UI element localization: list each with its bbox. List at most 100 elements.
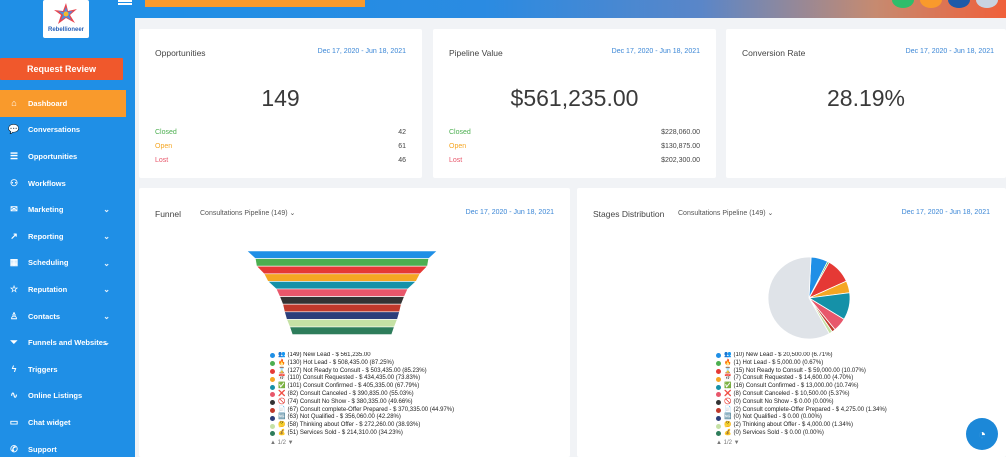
funnel-layer-not-qualified[interactable] (284, 311, 400, 320)
funnel-layer-not-ready-to-consult[interactable] (255, 265, 429, 275)
date-range[interactable]: Dec 17, 2020 - Jun 18, 2021 (901, 209, 990, 216)
legend-item[interactable]: 📄 (2) Consult complete-Offer Prepared - $… (716, 407, 956, 415)
legend-swatch (270, 376, 275, 382)
next-page-icon[interactable]: ▼ (287, 440, 294, 446)
funnel-layer-consult-requested[interactable] (263, 273, 421, 282)
legend-item[interactable]: 🤔 (2) Thinking about Offer - $ 4,000.00 (… (716, 422, 956, 430)
legend-swatch (716, 376, 721, 382)
stat-row: Lost 46 (155, 157, 406, 164)
chevron-down-icon: ⌄ (103, 231, 110, 241)
funnel-card: Funnel Consultations Pipeline (149) ⌄ De… (139, 188, 570, 457)
card-title: Opportunities (155, 48, 206, 58)
pipeline-select-value: Consultations Pipeline (149) (678, 210, 766, 217)
legend-label: (67) Consult complete-Offer Prepared - $… (287, 406, 455, 413)
pipeline-select[interactable]: Consultations Pipeline (149) ⌄ (200, 209, 295, 217)
sidebar-item-conversations[interactable]: 💬 Conversations (0, 117, 126, 144)
filter-list-icon: ☰ (9, 150, 19, 161)
prev-page-icon[interactable]: ▲ (270, 440, 276, 446)
legend-item[interactable]: 🆖 (63) Not Qualified - $ 356,060.00 (42.2… (270, 414, 500, 422)
legend-item[interactable]: 💰 (51) Services Sold - $ 214,310.00 (34.2… (270, 430, 500, 438)
legend-item[interactable]: ⌛ (15) Not Ready to Consult - $ 59,000.00… (716, 368, 956, 376)
logo-star-icon (54, 3, 77, 24)
user-avatar[interactable] (976, 0, 998, 8)
lost-value: $202,300.00 (661, 157, 700, 164)
legend-pager[interactable]: ▲ 1/2 ▼ (716, 440, 740, 446)
sidebar-item-triggers[interactable]: ϟ Triggers (0, 356, 126, 383)
sidebar-item-contacts[interactable]: ♙ Contacts ⌄ (0, 303, 126, 330)
next-page-icon[interactable]: ▼ (733, 440, 740, 446)
sidebar-item-opportunities[interactable]: ☰ Opportunities (0, 143, 126, 170)
date-range[interactable]: Dec 17, 2020 - Jun 18, 2021 (611, 48, 700, 55)
sidebar-item-reputation[interactable]: ☆ Reputation ⌄ (0, 276, 126, 303)
sidebar-item-scheduling[interactable]: ▦ Scheduling ⌄ (0, 250, 126, 277)
prev-page-icon[interactable]: ▲ (716, 440, 722, 446)
pipeline-value-card: Pipeline Value Dec 17, 2020 - Jun 18, 20… (433, 29, 716, 178)
sidebar-item-label: Opportunities (28, 151, 78, 161)
legend-item[interactable]: 👥 (149) New Lead - $ 561,235.00 (270, 352, 500, 360)
legend-item[interactable]: ✅ (16) Consult Confirmed - $ 13,000.00 (1… (716, 383, 956, 391)
legend-item[interactable]: 🔥 (130) Hot Lead - $ 508,435.00 (87.25%) (270, 360, 500, 368)
legend-label: (51) Services Sold - $ 214,310.00 (34.23… (287, 429, 403, 436)
request-review-button[interactable]: Request Review (0, 58, 123, 80)
legend-label: (7) Consult Requested - $ 14,600.00 (4.7… (733, 375, 854, 382)
top-notice-banner[interactable] (145, 0, 365, 7)
legend-pager[interactable]: ▲ 1/2 ▼ (270, 440, 294, 446)
brand-name: Rebellioneer (47, 27, 84, 33)
brand-logo[interactable]: Rebellioneer (43, 0, 89, 38)
sidebar-item-chat-widget[interactable]: ▭ Chat widget (0, 409, 126, 436)
menu-toggle-icon[interactable] (118, 0, 132, 5)
sidebar-item-online-listings[interactable]: ∿ Online Listings (0, 383, 126, 410)
stage-emoji-icon: 🔥 (724, 359, 732, 366)
sidebar-item-label: Online Listings (28, 391, 83, 401)
legend-item[interactable]: ✅ (101) Consult Confirmed - $ 405,335.00 … (270, 383, 500, 391)
legend-item[interactable]: ❌ (8) Consult Canceled - $ 10,500.00 (5.3… (716, 391, 956, 399)
funnel-layer-services-sold[interactable] (289, 326, 395, 335)
legend-label: (10) New Lead - $ 20,500.00 (6.71%) (733, 352, 833, 358)
sidebar-item-marketing[interactable]: ✉ Marketing ⌄ (0, 196, 126, 223)
quick-action-orange-icon[interactable] (920, 0, 942, 8)
pie-slice-other[interactable] (767, 256, 830, 340)
sidebar-item-dashboard[interactable]: ⌂ Dashboard (0, 90, 126, 117)
funnel-layer-consult-canceled[interactable] (275, 288, 409, 297)
stage-emoji-icon: 📄 (724, 406, 732, 413)
legend-label: (2) Consult complete-Offer Prepared - $ … (733, 406, 887, 413)
legend-label: (16) Consult Confirmed - $ 13,000.00 (10… (733, 383, 859, 390)
funnel-layer-consult-confirmed[interactable] (267, 281, 417, 290)
funnel-layer-hot-lead[interactable] (254, 258, 430, 267)
sidebar-item-label: Scheduling (28, 258, 69, 268)
star-icon: ☆ (9, 283, 19, 294)
funnel-layer-new-lead[interactable] (246, 250, 438, 259)
legend-item[interactable]: 📅 (7) Consult Requested - $ 14,600.00 (4.… (716, 375, 956, 383)
date-range[interactable]: Dec 17, 2020 - Jun 18, 2021 (905, 48, 994, 55)
sidebar-item-funnels-and-websites[interactable]: ⏷ Funnels and Websites ⌄ (0, 329, 126, 356)
sidebar-item-reporting[interactable]: ↗ Reporting ⌄ (0, 223, 126, 250)
stat-row: Open 61 (155, 143, 406, 150)
pipeline-select[interactable]: Consultations Pipeline (149) ⌄ (678, 209, 773, 217)
top-bar-actions (892, 0, 998, 8)
funnel-layer-thinking-about-offer[interactable] (286, 319, 398, 328)
date-range[interactable]: Dec 17, 2020 - Jun 18, 2021 (317, 48, 406, 55)
legend-item[interactable]: 👥 (10) New Lead - $ 20,500.00 (6.71%) (716, 352, 956, 360)
legend-item[interactable]: 📄 (67) Consult complete-Offer Prepared - … (270, 407, 500, 415)
legend-item[interactable]: ❌ (82) Consult Canceled - $ 390,835.00 (5… (270, 391, 500, 399)
quick-action-green-icon[interactable] (892, 0, 914, 8)
legend-item[interactable]: 🔥 (1) Hot Lead - $ 5,000.00 (0.67%) (716, 360, 956, 368)
help-chat-icon[interactable]: ◔ (966, 418, 998, 450)
funnel-layer-consult-no-show[interactable] (279, 296, 405, 305)
legend-item[interactable]: 💰 (0) Services Sold - $ 0.00 (0.00%) (716, 430, 956, 438)
legend-swatch (270, 392, 275, 398)
sidebar-item-support[interactable]: ✆ Support (0, 436, 126, 457)
sidebar-item-workflows[interactable]: ⚇ Workflows (0, 170, 126, 197)
legend-item[interactable]: 📅 (110) Consult Requested - $ 434,435.00 … (270, 375, 500, 383)
legend-item[interactable]: 🆖 (0) Not Qualified - $ 0.00 (0.00%) (716, 414, 956, 422)
legend-item[interactable]: 🤔 (58) Thinking about Offer - $ 272,260.0… (270, 422, 500, 430)
opportunities-card: Opportunities Dec 17, 2020 - Jun 18, 202… (139, 29, 422, 178)
legend-item[interactable]: 🚫 (74) Consult No Show - $ 380,335.00 (49… (270, 399, 500, 407)
legend-item[interactable]: 🚫 (0) Consult No Show - $ 0.00 (0.00%) (716, 399, 956, 407)
open-label: Open (449, 143, 467, 150)
legend-item[interactable]: ⌛ (127) Not Ready to Consult - $ 503,435.… (270, 368, 500, 376)
funnel-layer-consult-complete-offer-prepared[interactable] (282, 303, 402, 313)
legend-swatch (716, 400, 721, 406)
date-range[interactable]: Dec 17, 2020 - Jun 18, 2021 (465, 209, 554, 216)
quick-action-blue-icon[interactable] (948, 0, 970, 8)
